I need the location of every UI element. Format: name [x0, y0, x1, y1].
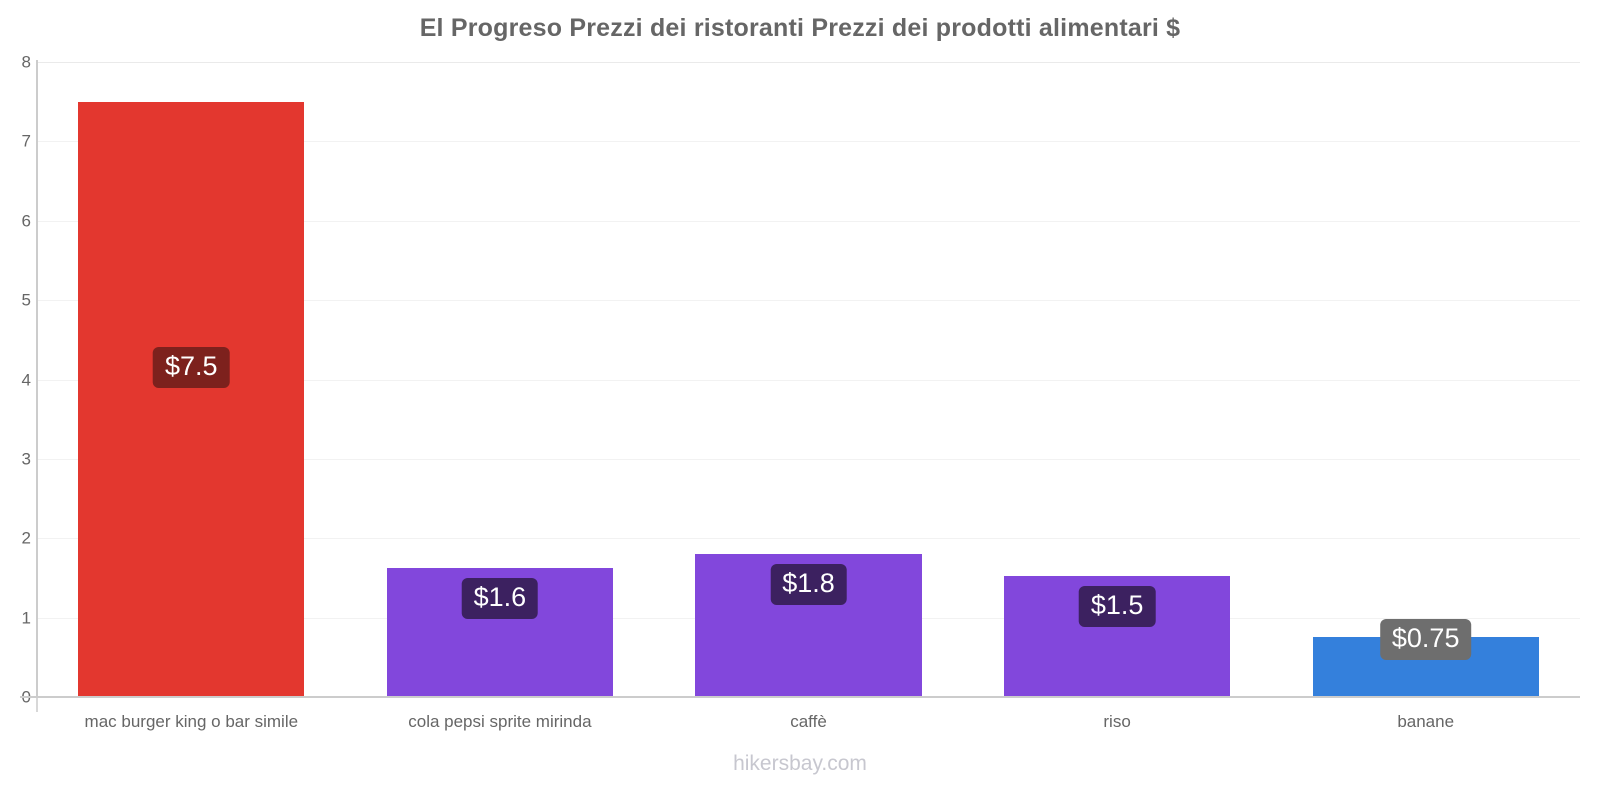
- x-axis-category-label: cola pepsi sprite mirinda: [408, 712, 592, 731]
- chart-title: El Progreso Prezzi dei ristoranti Prezzi…: [419, 14, 1181, 42]
- y-axis-tick-labels: 012345678: [0, 0, 31, 800]
- x-axis-category-label: caffè: [790, 712, 827, 731]
- x-axis-category-labels: mac burger king o bar simile cola pepsi s…: [37, 712, 1580, 742]
- x-axis-category-label: mac burger king o bar simile: [84, 712, 299, 731]
- plot-area: $7.5 $1.6 $1.8 $1.5 $0.75: [37, 62, 1580, 697]
- y-axis-tick-label: 8: [21, 52, 31, 72]
- bar-value-label: $0.75: [1379, 619, 1472, 661]
- y-axis-tick-label: 3: [21, 449, 31, 469]
- x-axis-category-label: riso: [1103, 712, 1131, 731]
- y-axis-tick-label: 6: [21, 211, 31, 231]
- gridline: [37, 379, 1580, 381]
- x-axis-line: [20, 696, 1580, 698]
- gridline: [37, 538, 1580, 540]
- y-axis-line: [36, 60, 38, 699]
- gridline: [37, 458, 1580, 460]
- gridline: [37, 300, 1580, 302]
- bar-value-label: $1.8: [770, 564, 847, 606]
- y-axis-tick-label: 1: [21, 608, 31, 628]
- bar-value-label: $1.5: [1078, 585, 1156, 627]
- bar-value-label: $1.6: [461, 577, 539, 619]
- y-axis-tick-label: 7: [21, 131, 31, 151]
- x-axis-category-label: banane: [1397, 712, 1455, 731]
- bar[interactable]: [78, 101, 305, 697]
- watermark-text: hikersbay.com: [733, 752, 867, 775]
- y-axis-tick-label: 2: [21, 528, 31, 548]
- y-axis-origin-tick: [36, 698, 38, 712]
- gridline: [37, 141, 1580, 143]
- y-axis-tick-label: 4: [21, 370, 31, 389]
- gridline: [37, 62, 1580, 63]
- bar-value-label: $7.5: [153, 346, 230, 388]
- y-axis-tick-label: 5: [21, 290, 31, 310]
- gridline: [37, 220, 1580, 222]
